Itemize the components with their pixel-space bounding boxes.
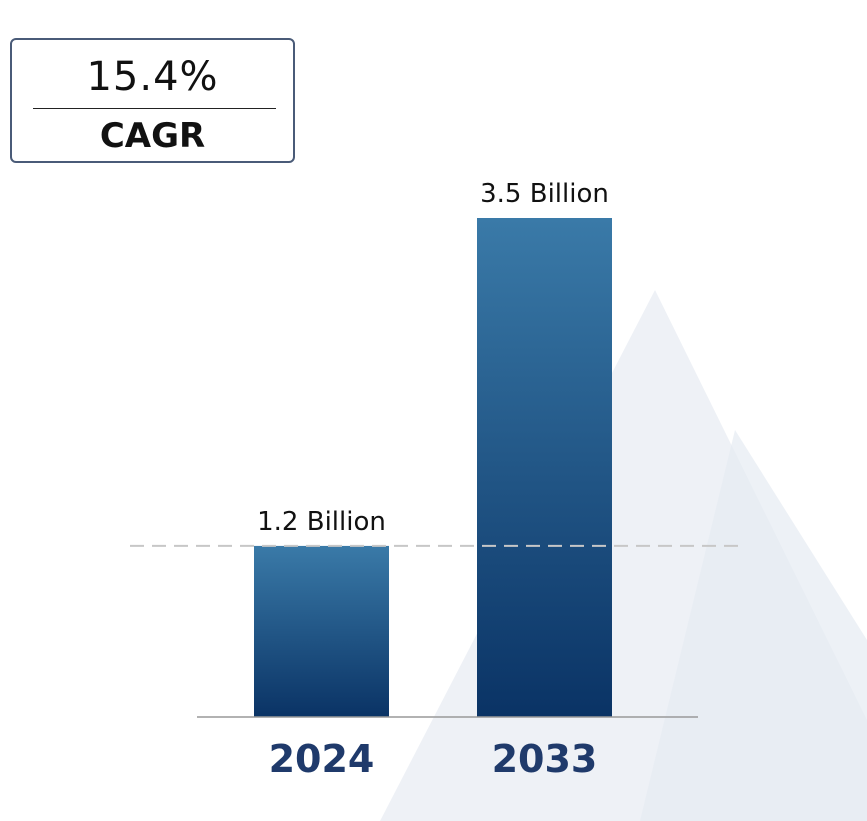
cagr-box: 15.4% CAGR — [10, 38, 295, 163]
bar-2024 — [254, 545, 389, 717]
cagr-divider — [33, 108, 276, 109]
bars-layer — [254, 218, 612, 717]
cagr-value: 15.4% — [86, 54, 219, 100]
data-label-2024: 1.2 Billion — [257, 507, 386, 537]
category-label-2033: 2033 — [492, 737, 598, 781]
data-label-2033: 3.5 Billion — [480, 179, 609, 209]
labels-layer: 1.2 Billion 2024 3.5 Billion 2033 — [257, 179, 609, 781]
category-label-2024: 2024 — [269, 737, 375, 781]
bar-2033 — [477, 218, 612, 717]
cagr-label: CAGR — [99, 116, 206, 156]
